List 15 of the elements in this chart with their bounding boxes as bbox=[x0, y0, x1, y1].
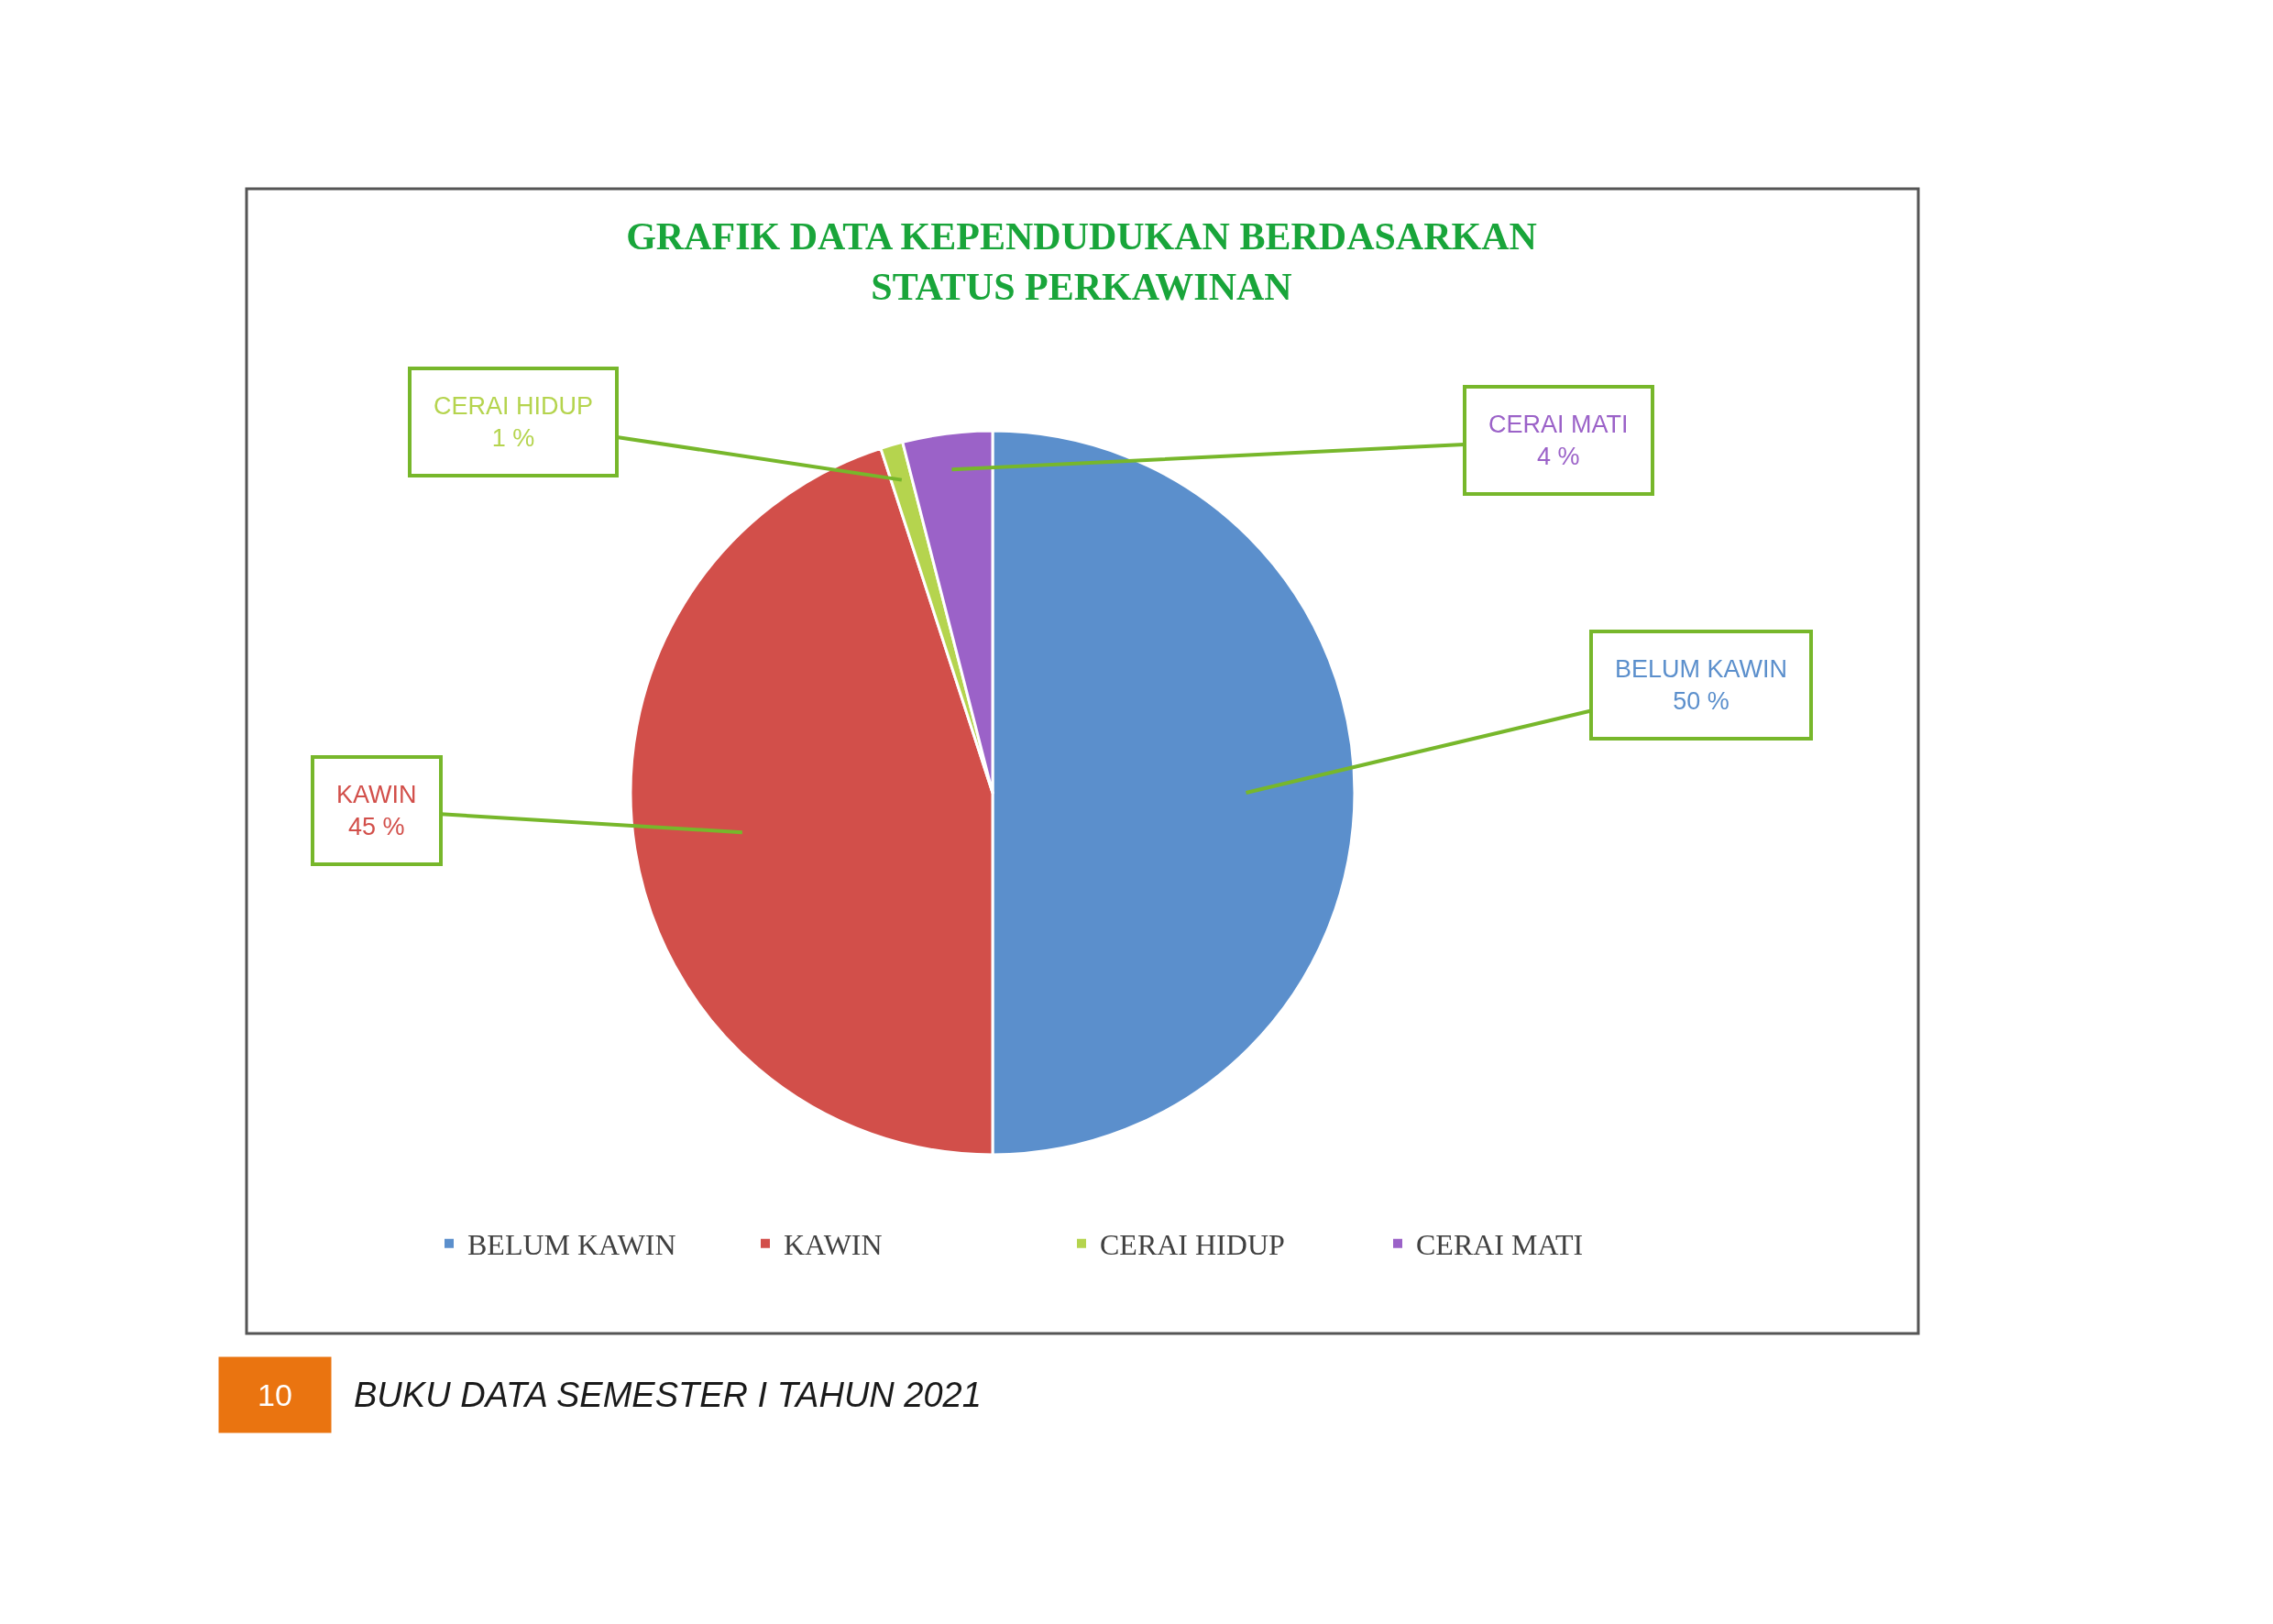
data-label: 50 % bbox=[1673, 687, 1729, 716]
text: 10 bbox=[258, 1377, 292, 1412]
data-label: 4 % bbox=[1536, 443, 1580, 471]
text: BUKU DATA SEMESTER I TAHUN 2021 bbox=[354, 1376, 982, 1414]
slice-label: CERAI HIDUP bbox=[434, 392, 594, 420]
legend-label: BELUM KAWIN bbox=[467, 1228, 676, 1262]
chart-title: GRAFIK DATA KEPENDUDUKAN BERDASARKAN STATUS PERKAWINAN bbox=[626, 215, 1537, 308]
data-label: 45 % bbox=[347, 813, 405, 841]
legend-label: CERAI MATI bbox=[1416, 1228, 1584, 1262]
slice-label: CERAI MATI bbox=[1488, 411, 1629, 438]
legend-label: CERAI HIDUP bbox=[1100, 1228, 1285, 1262]
slice-label: BELUM KAWIN bbox=[1615, 655, 1788, 683]
legend-label: KAWIN bbox=[784, 1228, 883, 1262]
slice-label: KAWIN bbox=[336, 781, 417, 808]
data-label: 1 % bbox=[491, 424, 535, 453]
